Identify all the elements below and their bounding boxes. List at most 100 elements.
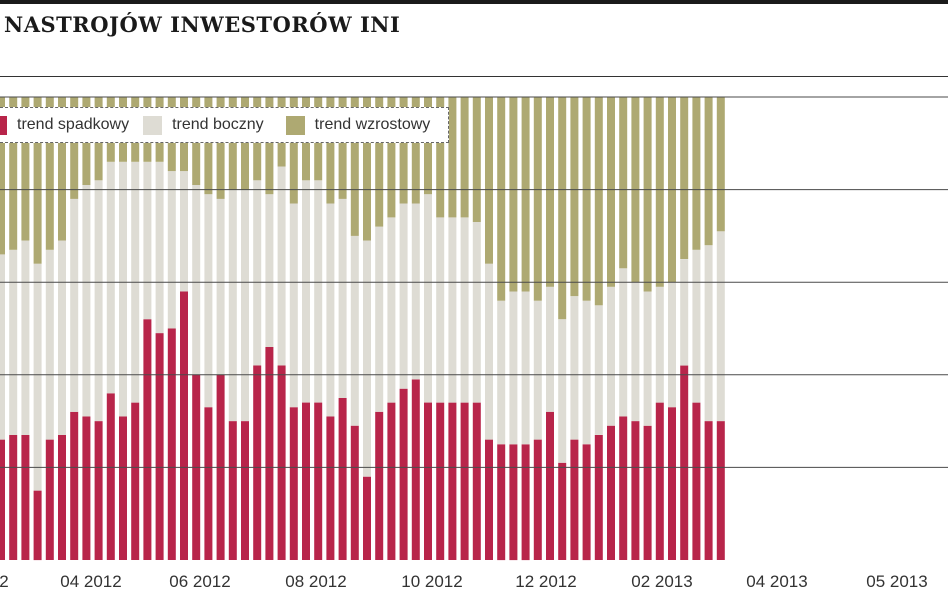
- bar-up-19: [228, 97, 237, 190]
- bar-down-11: [131, 402, 140, 560]
- bar-down-50: [607, 425, 615, 560]
- bar-down-36: [436, 402, 445, 560]
- bar-down-3: [33, 490, 42, 561]
- bar-side-24: [289, 203, 298, 408]
- bar-side-12: [143, 161, 152, 320]
- bar-side-9: [106, 161, 115, 394]
- bar-down-44: [533, 439, 542, 560]
- bar-up-36: [436, 97, 445, 218]
- bar-up-54: [655, 97, 664, 287]
- x-tick-label-3: 08 2012: [285, 572, 346, 591]
- bar-down-4: [45, 439, 54, 560]
- x-tick-label-8: 05 2013: [866, 572, 927, 591]
- bar-down-32: [387, 402, 396, 560]
- bar-side-31: [375, 226, 384, 412]
- bar-down-10: [119, 416, 127, 560]
- bar-down-7: [82, 416, 91, 560]
- bar-down-42: [509, 444, 518, 561]
- bar-down-23: [277, 365, 286, 560]
- title-rule: [0, 76, 948, 77]
- bar-up-17: [204, 97, 213, 195]
- bar-side-58: [704, 245, 713, 422]
- bar-side-29: [350, 235, 359, 426]
- bar-down-38: [460, 402, 469, 560]
- bars-layer: [0, 97, 725, 561]
- bar-up-32: [387, 97, 396, 218]
- bar-side-40: [485, 263, 493, 440]
- bar-down-43: [521, 444, 530, 561]
- bar-down-9: [106, 393, 115, 560]
- bar-up-27: [326, 97, 335, 204]
- bar-down-22: [265, 347, 274, 560]
- bar-side-16: [192, 185, 201, 375]
- legend-item-downtrend: trend spadkowy: [0, 115, 130, 135]
- bar-down-41: [497, 444, 506, 561]
- legend-swatch-sideways: [143, 115, 163, 135]
- bar-side-45: [546, 286, 554, 412]
- bar-up-57: [692, 97, 701, 250]
- gridlines-layer: [0, 96, 948, 468]
- bar-side-22: [265, 194, 274, 347]
- bar-down-26: [314, 402, 323, 560]
- bar-down-33: [399, 388, 408, 560]
- bar-down-49: [594, 435, 603, 560]
- bar-up-53: [643, 97, 652, 292]
- bar-down-6: [70, 411, 79, 560]
- bar-side-35: [424, 194, 432, 403]
- bar-side-21: [253, 180, 262, 366]
- top-rule: [0, 0, 948, 4]
- legend-label-downtrend: trend spadkowy: [17, 116, 130, 133]
- bar-up-35: [424, 97, 432, 195]
- bar-side-17: [204, 194, 213, 408]
- bar-side-46: [558, 319, 567, 463]
- bar-side-20: [241, 189, 249, 422]
- bar-side-0: [0, 254, 5, 440]
- legend-label-uptrend: trend wzrostowy: [314, 116, 431, 133]
- bar-side-14: [167, 171, 176, 329]
- bar-up-47: [570, 97, 579, 297]
- bar-side-30: [363, 240, 371, 477]
- bar-down-15: [180, 291, 188, 560]
- bar-side-47: [570, 296, 579, 440]
- bar-up-49: [594, 97, 603, 306]
- bar-side-3: [33, 263, 42, 491]
- bar-up-29: [350, 97, 359, 236]
- bar-up-37: [448, 97, 457, 218]
- bar-side-1: [9, 249, 18, 435]
- x-axis-tick-labels: 2 04 2012 06 2012 08 2012 10 2012 12 2012 02 2…: [0, 572, 928, 591]
- bar-down-34: [411, 379, 420, 560]
- bar-up-1: [9, 97, 18, 250]
- bar-side-43: [521, 291, 530, 445]
- bar-side-6: [70, 198, 79, 412]
- bar-down-54: [655, 402, 664, 560]
- bar-side-57: [692, 249, 701, 403]
- bar-down-30: [363, 476, 371, 560]
- bar-up-24: [289, 97, 298, 204]
- bar-up-3: [33, 97, 42, 264]
- bar-up-22: [265, 97, 274, 195]
- bar-up-41: [497, 97, 506, 301]
- bar-down-2: [21, 435, 30, 560]
- bar-down-51: [619, 416, 628, 560]
- x-tick-label-6: 02 2013: [631, 572, 692, 591]
- chart-title: NASTROJÓW INWESTORÓW INI: [4, 12, 401, 37]
- x-tick-label-0: 2: [0, 572, 9, 591]
- bar-down-20: [241, 421, 249, 560]
- bar-down-40: [485, 439, 493, 560]
- bar-down-17: [204, 407, 213, 560]
- bar-down-55: [668, 407, 676, 560]
- bar-up-50: [607, 97, 615, 287]
- bar-down-5: [58, 435, 66, 560]
- bar-up-20: [241, 97, 249, 190]
- legend: trend spadkowy trend boczny trend wzrost…: [0, 107, 449, 143]
- bar-side-59: [716, 231, 725, 422]
- legend-item-sideways: trend boczny: [143, 115, 264, 135]
- bar-side-19: [228, 189, 237, 422]
- bar-up-46: [558, 97, 567, 320]
- bar-up-43: [521, 97, 530, 292]
- bar-side-52: [631, 282, 640, 422]
- bar-up-45: [546, 97, 554, 287]
- bar-up-44: [533, 97, 542, 301]
- bar-side-4: [45, 249, 54, 440]
